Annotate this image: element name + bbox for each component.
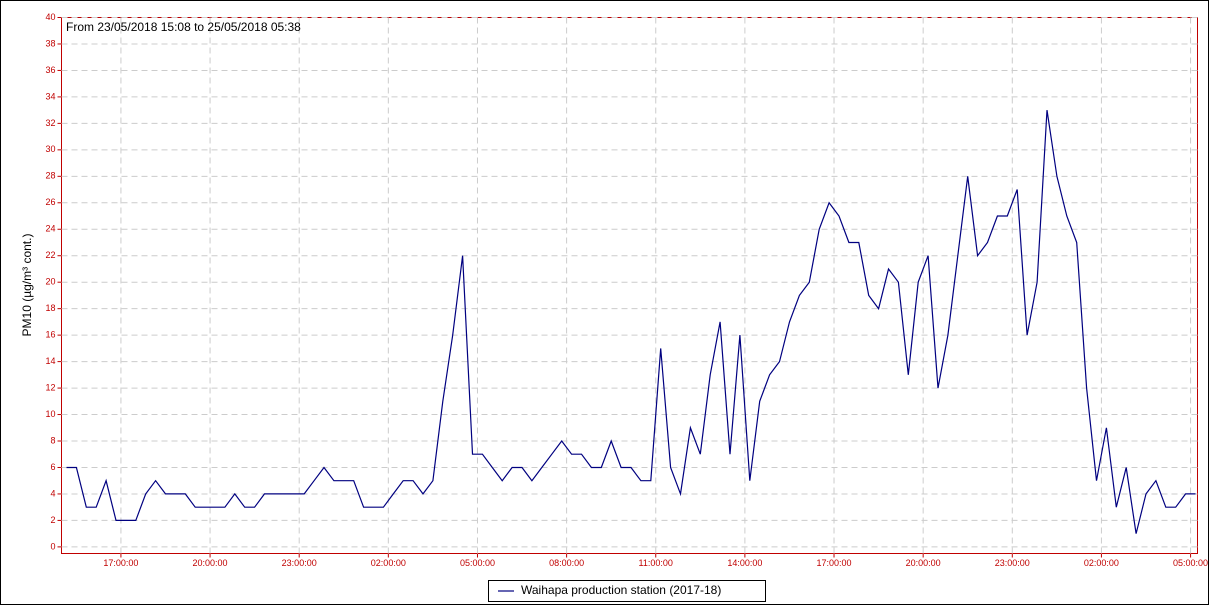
x-tick-label: 23:00:00: [995, 558, 1030, 568]
y-tick-label: 12: [45, 382, 55, 392]
y-axis-label: PM10 (µg/m³ cont.): [20, 234, 34, 337]
x-tick-label: 20:00:00: [906, 558, 941, 568]
y-tick-label: 4: [50, 488, 55, 498]
y-tick-label: 24: [45, 224, 55, 234]
legend: Waihapa production station (2017-18): [488, 580, 766, 602]
y-tick-label: 14: [45, 356, 55, 366]
x-tick-label: 17:00:00: [103, 558, 138, 568]
y-tick-label: 34: [45, 91, 55, 101]
y-tick-label: 28: [45, 171, 55, 181]
data-line: [66, 110, 1196, 534]
y-tick-label: 32: [45, 118, 55, 128]
x-tick-label: 02:00:00: [1084, 558, 1119, 568]
y-tick-label: 8: [50, 435, 55, 445]
x-tick-label: 08:00:00: [549, 558, 584, 568]
x-tick-label: 05:00:00: [1173, 558, 1208, 568]
y-tick-label: 0: [50, 541, 55, 551]
chart-title: From 23/05/2018 15:08 to 25/05/2018 05:3…: [66, 20, 301, 34]
y-tick-label: 36: [45, 65, 55, 75]
x-tick-label: 20:00:00: [193, 558, 228, 568]
x-tick-label: 23:00:00: [282, 558, 317, 568]
y-tick-label: 20: [45, 277, 55, 287]
x-tick-label: 17:00:00: [816, 558, 851, 568]
x-tick-label: 14:00:00: [727, 558, 762, 568]
legend-box: [488, 580, 766, 602]
x-tick-label: 05:00:00: [460, 558, 495, 568]
y-tick-label: 10: [45, 409, 55, 419]
y-tick-label: 38: [45, 38, 55, 48]
plot-frame: [61, 17, 1198, 554]
y-tick-label: 22: [45, 250, 55, 260]
x-tick-label: 11:00:00: [639, 558, 673, 568]
y-tick-label: 2: [50, 515, 55, 525]
y-tick-label: 40: [45, 12, 55, 22]
y-tick-label: 6: [50, 462, 55, 472]
y-tick-label: 30: [45, 144, 55, 154]
y-tick-label: 26: [45, 197, 55, 207]
y-tick-label: 16: [45, 330, 55, 340]
legend-label: Waihapa production station (2017-18): [521, 583, 721, 597]
y-tick-label: 18: [45, 303, 55, 313]
x-tick-label: 02:00:00: [371, 558, 406, 568]
